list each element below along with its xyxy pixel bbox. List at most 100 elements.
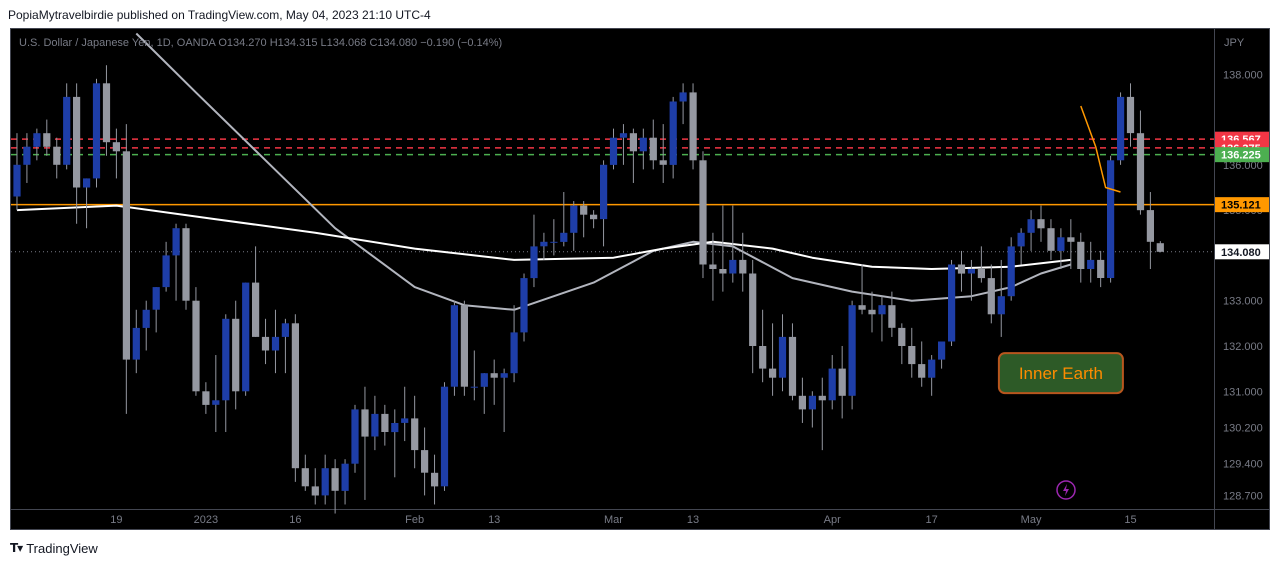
candle[interactable] — [271, 336, 280, 351]
candle[interactable] — [1057, 237, 1065, 251]
candle[interactable] — [609, 137, 618, 165]
candle[interactable] — [918, 364, 926, 378]
candle[interactable] — [301, 468, 309, 487]
candle[interactable] — [490, 373, 498, 378]
candle[interactable] — [938, 341, 946, 360]
candle[interactable] — [13, 164, 21, 197]
candle[interactable] — [649, 137, 657, 161]
candle[interactable] — [629, 133, 637, 152]
candle[interactable] — [709, 264, 717, 270]
candle[interactable] — [401, 418, 409, 423]
candle[interactable] — [63, 96, 71, 165]
candle[interactable] — [83, 178, 91, 188]
candle[interactable] — [73, 96, 81, 188]
candle[interactable] — [411, 418, 419, 451]
candle[interactable] — [162, 255, 170, 288]
candle[interactable] — [371, 413, 379, 437]
candle[interactable] — [828, 368, 836, 401]
candle[interactable] — [212, 400, 220, 405]
candle[interactable] — [311, 486, 319, 496]
candle[interactable] — [719, 269, 727, 274]
candle[interactable] — [1067, 237, 1075, 242]
candle[interactable] — [391, 423, 399, 433]
candle[interactable] — [480, 373, 488, 387]
candle[interactable] — [669, 101, 677, 165]
candle[interactable] — [808, 395, 816, 410]
candle[interactable] — [202, 391, 210, 405]
candle[interactable] — [778, 336, 787, 378]
annotation-box[interactable] — [997, 352, 1124, 395]
candle[interactable] — [23, 146, 31, 165]
footer-brand[interactable]: TradingView — [26, 540, 98, 556]
candle[interactable] — [769, 368, 777, 378]
candle[interactable] — [1107, 160, 1115, 278]
candle[interactable] — [252, 282, 260, 337]
candle[interactable] — [172, 228, 180, 256]
candle[interactable] — [520, 278, 528, 333]
candle[interactable] — [878, 305, 886, 315]
candle[interactable] — [421, 450, 429, 473]
candle[interactable] — [331, 468, 339, 491]
candle[interactable] — [619, 133, 628, 138]
candle[interactable] — [53, 146, 61, 165]
candle[interactable] — [1077, 241, 1085, 269]
candle[interactable] — [1037, 219, 1045, 229]
candle[interactable] — [987, 278, 995, 315]
candle[interactable] — [132, 327, 140, 360]
candle[interactable] — [1017, 232, 1025, 247]
candle[interactable] — [192, 300, 200, 392]
candle[interactable] — [759, 346, 767, 369]
candle[interactable] — [659, 160, 667, 165]
candlestick-chart[interactable]: U.S. Dollar / Japanese Yen, 1D, OANDA O1… — [11, 29, 1269, 529]
candle[interactable] — [550, 241, 558, 243]
lightning-icon[interactable] — [1056, 480, 1076, 500]
candle[interactable] — [948, 264, 956, 342]
candle[interactable] — [122, 151, 130, 360]
candle[interactable] — [798, 395, 806, 410]
tradingview-logo-icon[interactable]: T▾ — [10, 541, 23, 555]
candle[interactable] — [142, 309, 150, 328]
candle[interactable] — [92, 83, 101, 179]
candle[interactable] — [440, 386, 449, 487]
candle[interactable] — [868, 309, 876, 315]
candle[interactable] — [460, 305, 468, 387]
candle[interactable] — [341, 463, 349, 491]
candle[interactable] — [182, 228, 190, 301]
candle[interactable] — [261, 336, 270, 351]
candle[interactable] — [997, 296, 1005, 315]
candle[interactable] — [450, 305, 458, 387]
candle[interactable] — [1047, 228, 1055, 251]
chart-panel[interactable]: U.S. Dollar / Japanese Yen, 1D, OANDA O1… — [10, 28, 1270, 530]
candle[interactable] — [749, 273, 757, 347]
candle[interactable] — [321, 468, 329, 496]
candle[interactable] — [112, 142, 120, 152]
candle[interactable] — [1156, 243, 1164, 252]
candle[interactable] — [361, 409, 369, 437]
candle[interactable] — [580, 205, 588, 215]
candle[interactable] — [540, 241, 548, 247]
candle[interactable] — [102, 83, 111, 143]
candle[interactable] — [381, 413, 389, 432]
candle[interactable] — [858, 305, 866, 310]
candle[interactable] — [838, 368, 846, 396]
candle[interactable] — [888, 305, 896, 328]
candle[interactable] — [281, 323, 289, 337]
candle[interactable] — [699, 160, 707, 265]
candle[interactable] — [560, 232, 568, 242]
candle[interactable] — [1146, 210, 1154, 242]
candle[interactable] — [1087, 259, 1095, 269]
candle[interactable] — [848, 305, 856, 396]
candle[interactable] — [590, 214, 598, 220]
candle[interactable] — [470, 386, 478, 388]
candle[interactable] — [1126, 96, 1135, 134]
candle[interactable] — [43, 133, 51, 147]
candle[interactable] — [957, 264, 966, 274]
candle[interactable] — [510, 332, 518, 374]
candle[interactable] — [788, 336, 797, 396]
candle[interactable] — [928, 359, 936, 378]
candle[interactable] — [1007, 246, 1015, 297]
candle[interactable] — [908, 346, 916, 365]
candle[interactable] — [222, 318, 230, 401]
candle[interactable] — [570, 205, 578, 233]
candle[interactable] — [967, 269, 975, 274]
